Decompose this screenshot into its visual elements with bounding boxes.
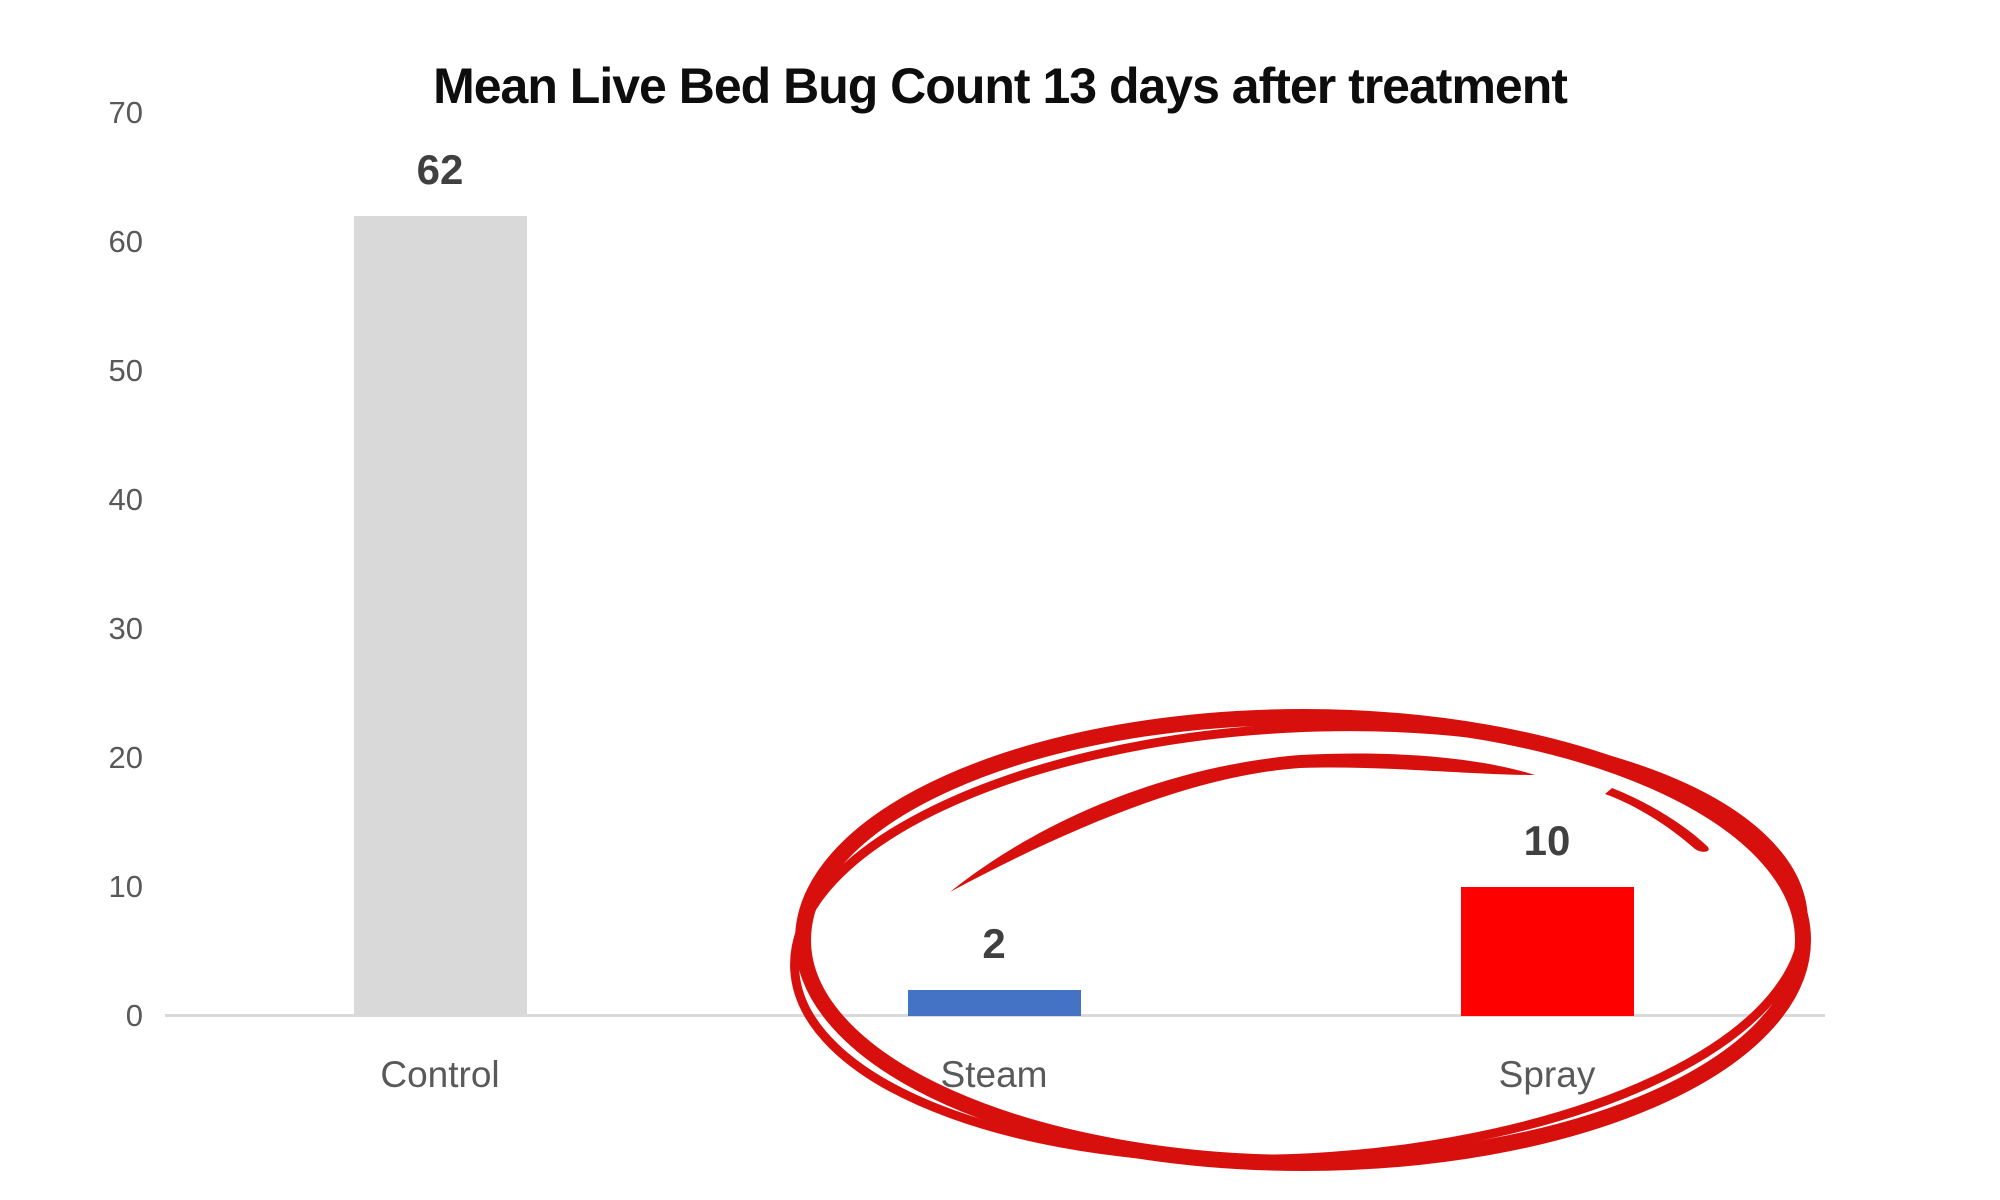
y-tick-label-0: 0 <box>125 998 143 1033</box>
bar-spray <box>1460 887 1634 1016</box>
value-label-spray: 10 <box>1523 817 1571 864</box>
y-tick-label-50: 50 <box>108 353 143 388</box>
y-tick-label-10: 10 <box>108 869 143 904</box>
y-tick-label-30: 30 <box>108 611 143 646</box>
chart-title: Mean Live Bed Bug Count 13 days after tr… <box>433 58 1568 114</box>
y-tick-label-20: 20 <box>108 740 143 775</box>
category-label-control: Control <box>380 1054 500 1095</box>
bar-steam <box>907 990 1081 1016</box>
bar-control <box>353 216 527 1016</box>
category-label-spray: Spray <box>1498 1054 1596 1095</box>
value-label-control: 62 <box>416 146 464 194</box>
y-tick-label-60: 60 <box>108 224 143 259</box>
value-label-steam: 2 <box>982 920 1006 968</box>
category-label-steam: Steam <box>940 1054 1048 1095</box>
y-tick-label-70: 70 <box>108 95 143 130</box>
y-tick-label-40: 40 <box>108 482 143 517</box>
